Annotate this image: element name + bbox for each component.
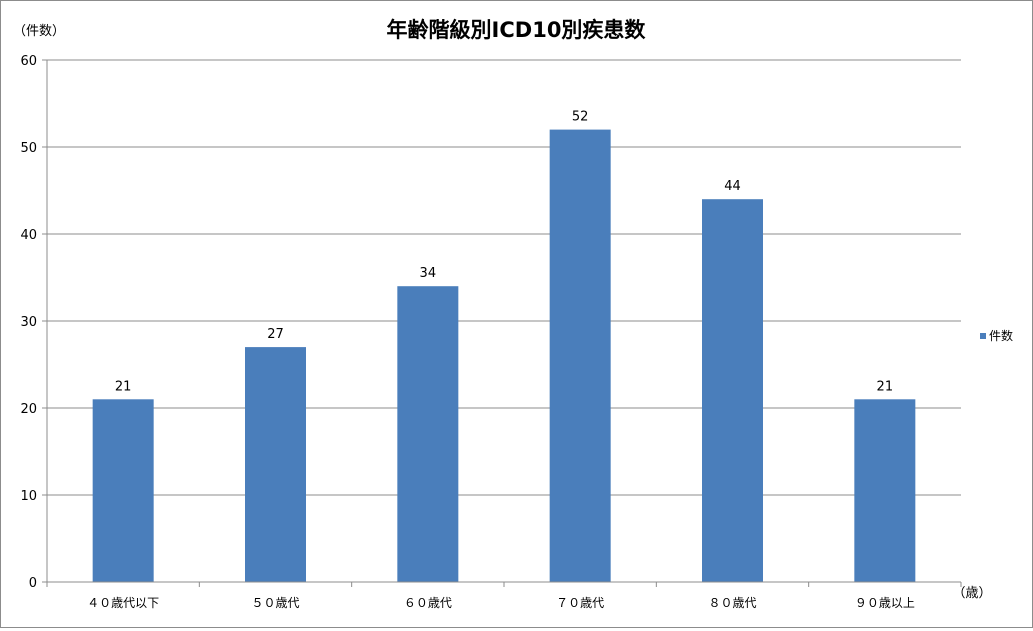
legend: 件数 xyxy=(980,328,1013,343)
y-tick-label: 50 xyxy=(20,141,37,156)
bar xyxy=(92,399,154,582)
bar xyxy=(245,347,306,582)
y-tick-label: 60 xyxy=(20,54,37,69)
bar xyxy=(702,199,763,582)
bar xyxy=(397,286,459,582)
bar xyxy=(854,399,916,582)
x-tick-label: ５０歳代 xyxy=(251,596,299,610)
x-tick-label: ４０歳代以下 xyxy=(87,596,159,610)
y-tick-label: 0 xyxy=(29,576,37,591)
y-tick-label: 10 xyxy=(20,489,37,504)
bar xyxy=(549,129,611,582)
y-tick-label: 20 xyxy=(20,402,37,417)
x-axis-label: （歳） xyxy=(952,586,991,601)
axes: 0 10 20 30 40 50 60 ４０歳代以下 ５０歳代 ６０歳代 ７０歳代 ８０歳代 ９０歳以上 xyxy=(20,54,962,610)
data-label: 27 xyxy=(267,327,284,342)
y-axis-label: （件数） xyxy=(13,24,65,39)
data-label: 34 xyxy=(420,266,437,281)
y-tick-label: 30 xyxy=(20,315,37,330)
y-tick-label: 40 xyxy=(20,228,37,243)
data-labels: 21 27 34 52 44 21 xyxy=(115,110,893,395)
x-tick-label: ６０歳代 xyxy=(404,596,452,610)
data-label: 21 xyxy=(115,379,132,394)
chart-title: 年齢階級別ICD10別疾患数 xyxy=(387,18,647,42)
x-tick-label: ８０歳代 xyxy=(708,596,756,610)
data-label: 44 xyxy=(724,179,741,194)
data-label: 21 xyxy=(877,379,894,394)
x-tick-label: ７０歳代 xyxy=(556,596,604,610)
x-tick-label: ９０歳以上 xyxy=(855,596,915,610)
data-label: 52 xyxy=(572,110,589,125)
gridlines xyxy=(47,59,961,496)
legend-label: 件数 xyxy=(989,328,1013,343)
legend-swatch xyxy=(980,333,986,339)
bars xyxy=(92,129,916,582)
